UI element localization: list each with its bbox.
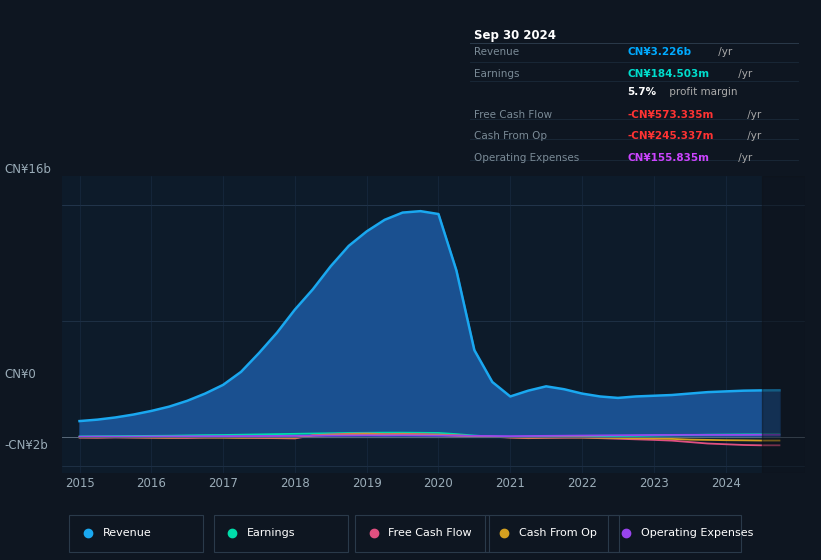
Text: Sep 30 2024: Sep 30 2024 bbox=[474, 29, 556, 41]
Text: -CN¥245.337m: -CN¥245.337m bbox=[627, 132, 713, 142]
Text: /yr: /yr bbox=[735, 69, 752, 80]
Text: Revenue: Revenue bbox=[474, 47, 519, 57]
Text: -CN¥2b: -CN¥2b bbox=[4, 438, 48, 452]
Text: Revenue: Revenue bbox=[103, 529, 151, 538]
Text: CN¥155.835m: CN¥155.835m bbox=[627, 153, 709, 162]
Text: 5.7%: 5.7% bbox=[627, 87, 656, 97]
Text: CN¥3.226b: CN¥3.226b bbox=[627, 47, 691, 57]
Text: /yr: /yr bbox=[715, 47, 732, 57]
Text: Operating Expenses: Operating Expenses bbox=[641, 529, 754, 538]
Text: Free Cash Flow: Free Cash Flow bbox=[388, 529, 472, 538]
Text: /yr: /yr bbox=[745, 132, 762, 142]
Text: Free Cash Flow: Free Cash Flow bbox=[474, 110, 552, 120]
Text: profit margin: profit margin bbox=[667, 87, 738, 97]
Text: /yr: /yr bbox=[735, 153, 752, 162]
Text: CN¥0: CN¥0 bbox=[4, 367, 36, 381]
Text: Cash From Op: Cash From Op bbox=[474, 132, 547, 142]
Text: Earnings: Earnings bbox=[474, 69, 519, 80]
Text: Operating Expenses: Operating Expenses bbox=[474, 153, 579, 162]
Text: Cash From Op: Cash From Op bbox=[519, 529, 596, 538]
Text: CN¥16b: CN¥16b bbox=[4, 164, 51, 176]
Text: Earnings: Earnings bbox=[247, 529, 296, 538]
Bar bbox=[762, 176, 805, 473]
Text: CN¥184.503m: CN¥184.503m bbox=[627, 69, 709, 80]
Text: -CN¥573.335m: -CN¥573.335m bbox=[627, 110, 713, 120]
Text: /yr: /yr bbox=[745, 110, 762, 120]
